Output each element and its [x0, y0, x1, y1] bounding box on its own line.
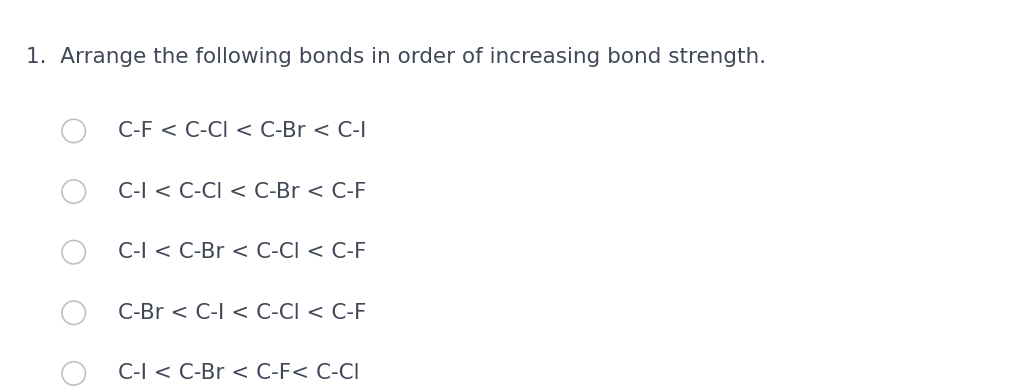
- Text: C-I < C-Br < C-F< C-Cl: C-I < C-Br < C-F< C-Cl: [118, 363, 359, 384]
- Text: C-Br < C-I < C-Cl < C-F: C-Br < C-I < C-Cl < C-F: [118, 303, 367, 323]
- Text: 1.  Arrange the following bonds in order of increasing bond strength.: 1. Arrange the following bonds in order …: [26, 47, 766, 67]
- Text: C-F < C-Cl < C-Br < C-I: C-F < C-Cl < C-Br < C-I: [118, 121, 367, 141]
- Text: C-I < C-Cl < C-Br < C-F: C-I < C-Cl < C-Br < C-F: [118, 181, 367, 202]
- Text: C-I < C-Br < C-Cl < C-F: C-I < C-Br < C-Cl < C-F: [118, 242, 367, 262]
